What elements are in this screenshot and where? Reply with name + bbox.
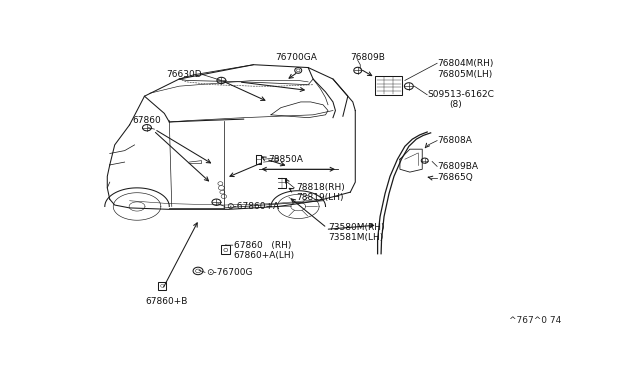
Text: 76808A: 76808A — [437, 136, 472, 145]
Text: 67860+A(LH): 67860+A(LH) — [234, 251, 295, 260]
Text: ⊙-76700G: ⊙-76700G — [207, 268, 253, 277]
Ellipse shape — [295, 68, 301, 73]
Text: 76700GA: 76700GA — [275, 53, 317, 62]
Text: 73581M(LH): 73581M(LH) — [328, 234, 383, 243]
Text: ^767^0 74: ^767^0 74 — [509, 316, 561, 326]
Ellipse shape — [196, 269, 200, 273]
Text: 78819(LH): 78819(LH) — [296, 193, 343, 202]
Ellipse shape — [193, 267, 203, 275]
Text: 76865Q: 76865Q — [437, 173, 473, 182]
Ellipse shape — [143, 125, 152, 131]
Text: ⊙-67860+A: ⊙-67860+A — [227, 202, 280, 211]
Ellipse shape — [212, 199, 221, 205]
Text: 76804M(RH): 76804M(RH) — [437, 59, 493, 68]
Text: (8): (8) — [449, 100, 462, 109]
Ellipse shape — [217, 77, 226, 84]
Ellipse shape — [221, 195, 227, 199]
Text: 76805M(LH): 76805M(LH) — [437, 70, 492, 79]
Text: 78818(RH): 78818(RH) — [296, 183, 344, 192]
Ellipse shape — [296, 69, 300, 72]
Text: S09513-6162C: S09513-6162C — [428, 90, 494, 99]
Text: 78850A: 78850A — [269, 155, 303, 164]
Text: 67860: 67860 — [132, 116, 161, 125]
Ellipse shape — [220, 190, 225, 194]
Text: 76809BA: 76809BA — [437, 162, 478, 171]
Bar — [221, 244, 230, 254]
Ellipse shape — [161, 284, 164, 287]
Ellipse shape — [404, 83, 413, 90]
Bar — [375, 76, 403, 95]
Text: 67860   (RH): 67860 (RH) — [234, 241, 291, 250]
Text: 67860+B: 67860+B — [146, 296, 188, 305]
Ellipse shape — [224, 248, 228, 252]
Bar — [158, 282, 166, 289]
Ellipse shape — [421, 158, 428, 163]
Text: 73580M(RH): 73580M(RH) — [328, 224, 385, 232]
Text: 76809B: 76809B — [350, 53, 385, 62]
Ellipse shape — [218, 182, 223, 185]
Ellipse shape — [354, 67, 362, 74]
Ellipse shape — [218, 186, 225, 190]
Text: 76630D: 76630D — [166, 70, 202, 79]
